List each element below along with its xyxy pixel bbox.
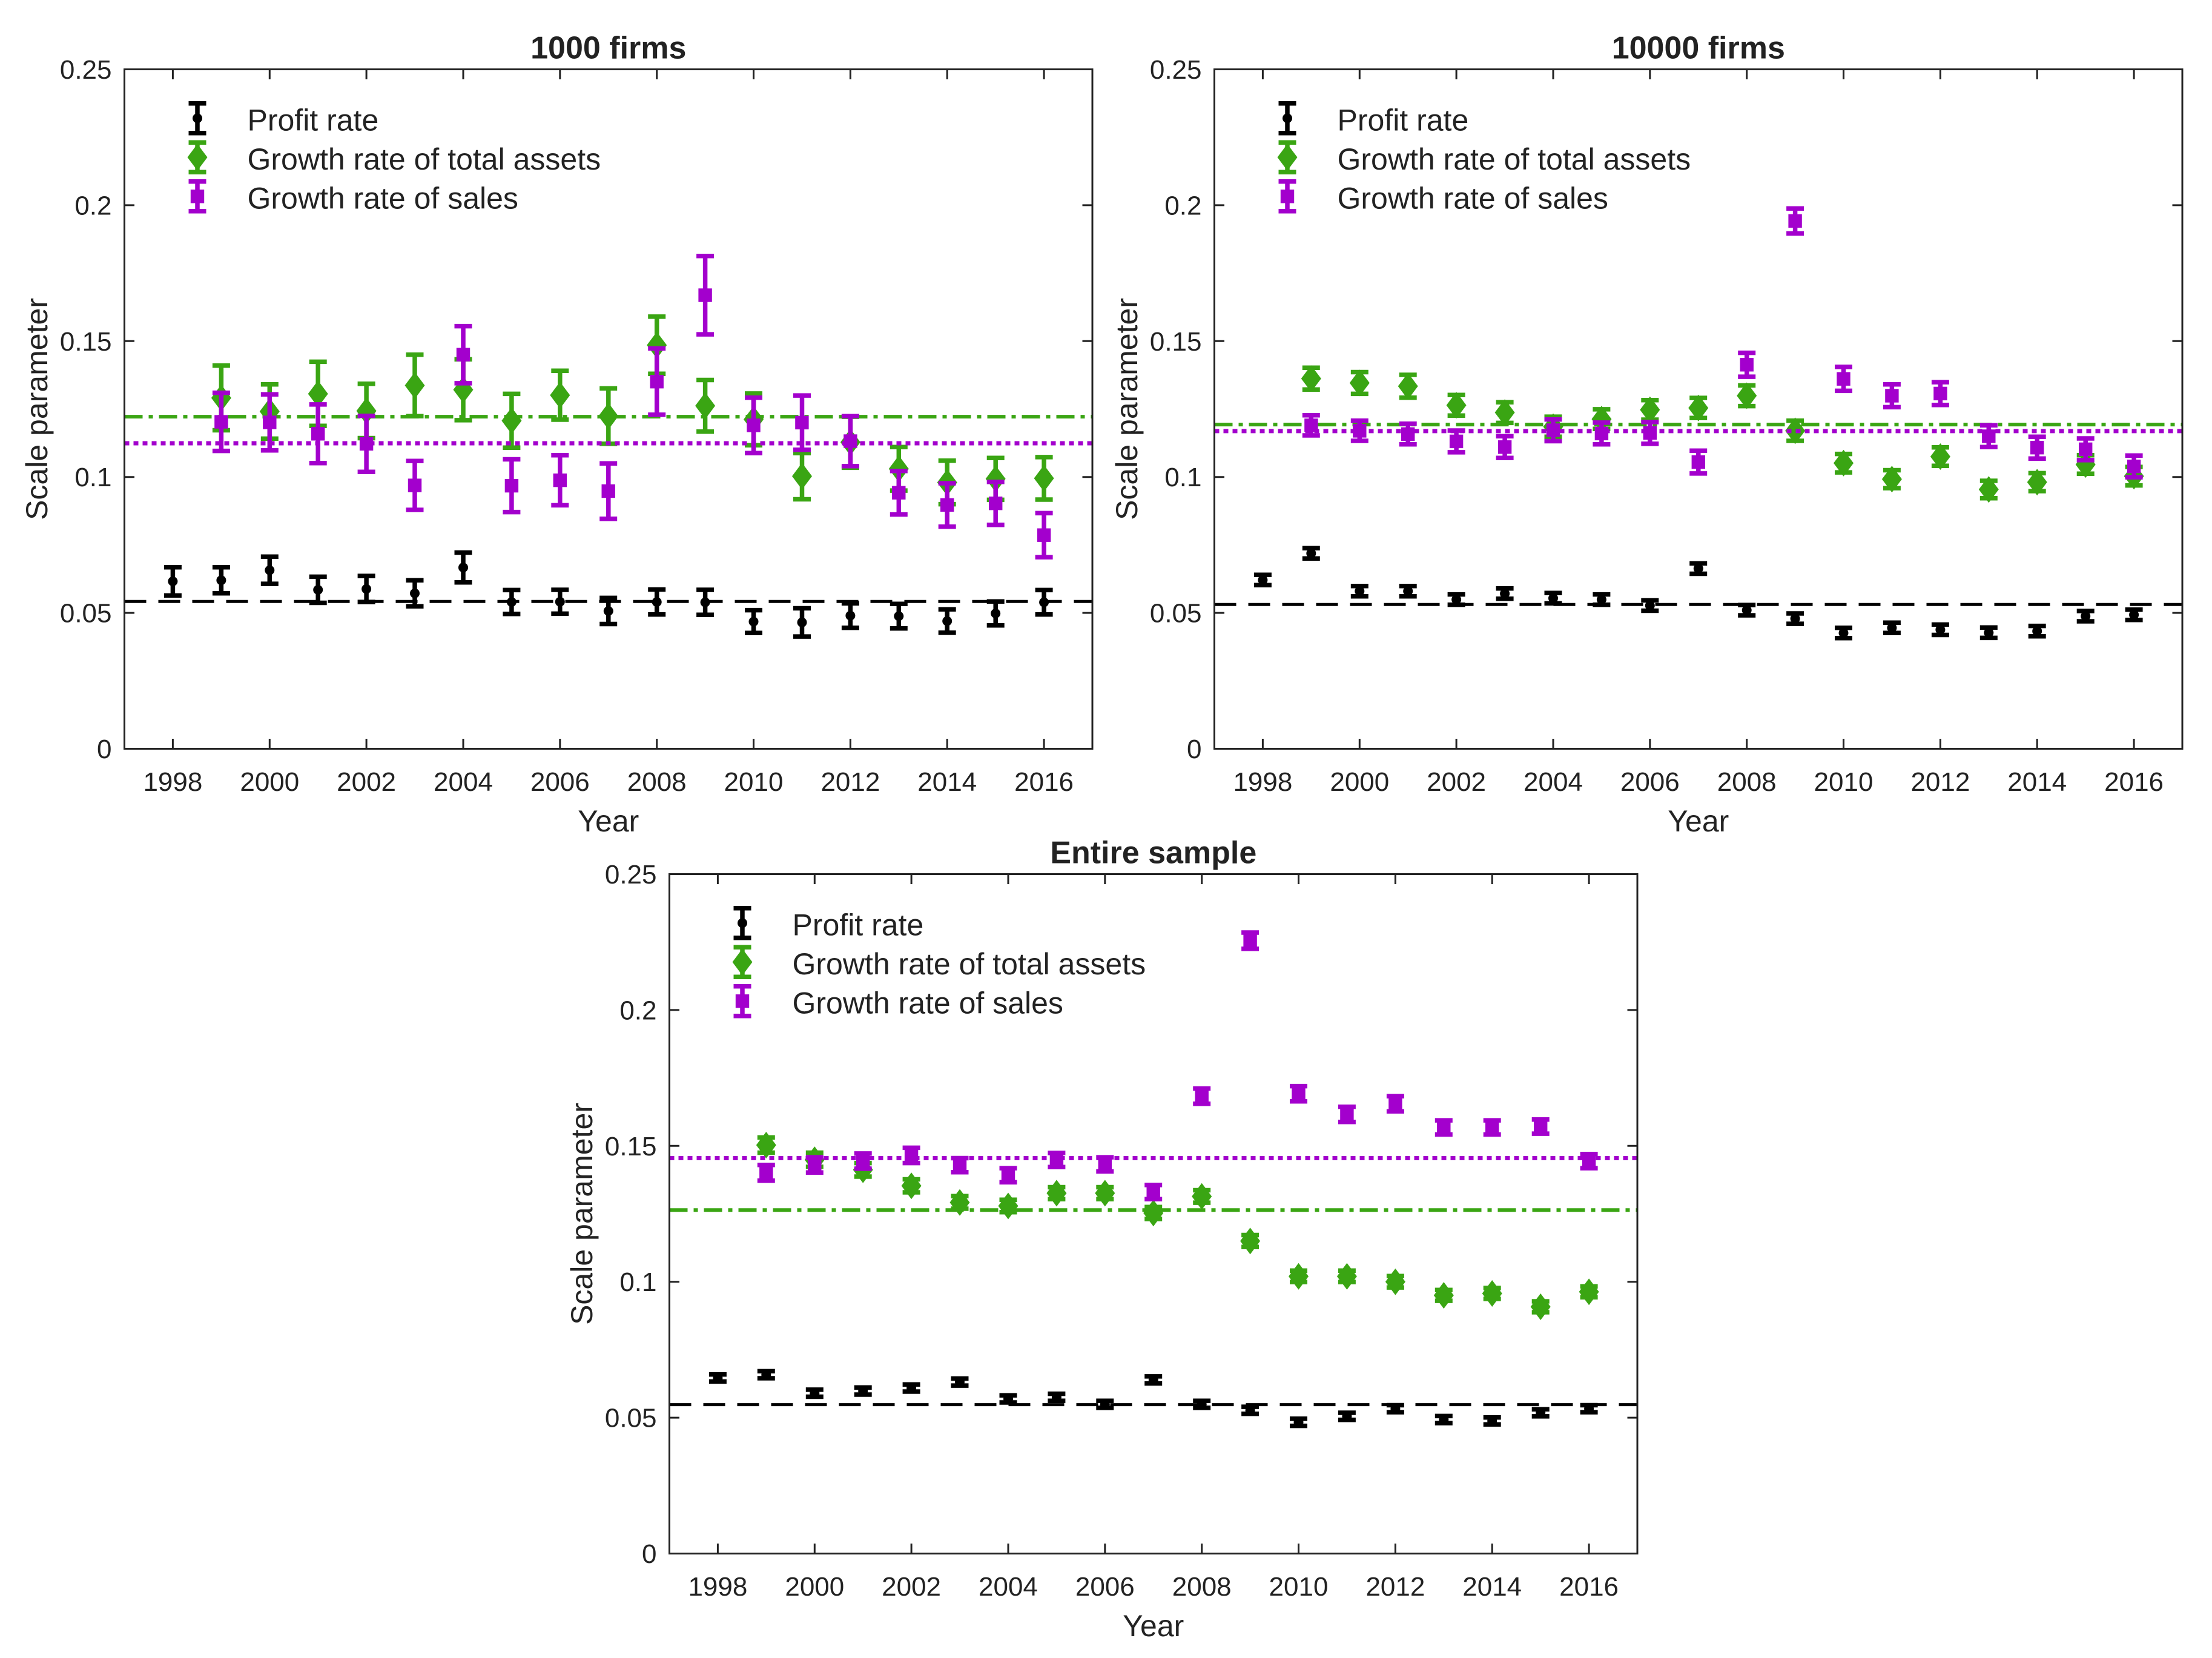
svg-text:Growth rate of total assets: Growth rate of total assets xyxy=(248,142,601,176)
svg-text:0.05: 0.05 xyxy=(1150,599,1202,629)
svg-text:2008: 2008 xyxy=(627,767,687,797)
svg-text:0.2: 0.2 xyxy=(74,191,111,220)
svg-text:0.25: 0.25 xyxy=(605,860,657,890)
svg-text:2000: 2000 xyxy=(240,767,299,797)
svg-text:2004: 2004 xyxy=(1524,767,1583,797)
svg-text:Growth rate of sales: Growth rate of sales xyxy=(248,181,518,215)
svg-text:2016: 2016 xyxy=(2104,767,2164,797)
svg-text:0.25: 0.25 xyxy=(1150,55,1202,85)
svg-text:Scale parameter: Scale parameter xyxy=(565,1103,599,1325)
svg-text:2008: 2008 xyxy=(1717,767,1777,797)
svg-text:2002: 2002 xyxy=(337,767,396,797)
svg-text:0.05: 0.05 xyxy=(60,599,112,629)
svg-text:Profit rate: Profit rate xyxy=(793,908,924,942)
svg-text:1998: 1998 xyxy=(143,767,202,797)
svg-text:2014: 2014 xyxy=(917,767,977,797)
svg-text:2012: 2012 xyxy=(1910,767,1970,797)
svg-text:Year: Year xyxy=(1668,804,1729,838)
svg-text:Growth rate of total assets: Growth rate of total assets xyxy=(1338,142,1691,176)
svg-text:0.2: 0.2 xyxy=(1164,191,1201,220)
svg-text:2010: 2010 xyxy=(1814,767,1874,797)
svg-text:1998: 1998 xyxy=(1233,767,1292,797)
svg-text:0: 0 xyxy=(97,735,111,764)
svg-text:0.1: 0.1 xyxy=(1164,463,1201,492)
svg-text:2012: 2012 xyxy=(1365,1572,1425,1602)
svg-text:0.15: 0.15 xyxy=(60,327,112,357)
svg-text:0.05: 0.05 xyxy=(605,1404,657,1433)
svg-text:2008: 2008 xyxy=(1172,1572,1232,1602)
svg-text:2006: 2006 xyxy=(1075,1572,1135,1602)
svg-text:1998: 1998 xyxy=(688,1572,747,1602)
svg-text:2004: 2004 xyxy=(434,767,493,797)
svg-text:Year: Year xyxy=(578,804,639,838)
svg-text:0.1: 0.1 xyxy=(619,1267,656,1297)
svg-text:0.25: 0.25 xyxy=(60,55,112,85)
svg-text:2004: 2004 xyxy=(979,1572,1038,1602)
svg-text:1000 firms: 1000 firms xyxy=(530,31,686,66)
svg-text:Entire sample: Entire sample xyxy=(1050,836,1256,871)
svg-text:10000 firms: 10000 firms xyxy=(1612,31,1785,66)
svg-text:2016: 2016 xyxy=(1014,767,1074,797)
svg-text:2006: 2006 xyxy=(530,767,590,797)
svg-text:2002: 2002 xyxy=(882,1572,941,1602)
svg-text:2006: 2006 xyxy=(1620,767,1680,797)
svg-text:2014: 2014 xyxy=(2007,767,2067,797)
svg-text:Profit rate: Profit rate xyxy=(248,103,379,137)
svg-text:0.2: 0.2 xyxy=(619,996,656,1025)
svg-text:2012: 2012 xyxy=(820,767,880,797)
svg-text:2016: 2016 xyxy=(1559,1572,1619,1602)
svg-text:Profit rate: Profit rate xyxy=(1338,103,1469,137)
svg-text:Scale parameter: Scale parameter xyxy=(1110,298,1144,520)
svg-text:Growth rate of sales: Growth rate of sales xyxy=(1338,181,1608,215)
svg-text:Growth rate of total assets: Growth rate of total assets xyxy=(793,947,1146,981)
svg-text:0.15: 0.15 xyxy=(1150,327,1202,357)
svg-text:2000: 2000 xyxy=(785,1572,844,1602)
svg-text:0.15: 0.15 xyxy=(605,1132,657,1161)
svg-text:0.1: 0.1 xyxy=(74,463,111,492)
svg-text:Year: Year xyxy=(1123,1609,1184,1643)
svg-text:0: 0 xyxy=(1187,735,1201,764)
svg-text:2002: 2002 xyxy=(1427,767,1486,797)
svg-text:0: 0 xyxy=(642,1539,656,1569)
svg-text:2010: 2010 xyxy=(1269,1572,1329,1602)
svg-text:Growth rate of sales: Growth rate of sales xyxy=(793,986,1063,1020)
svg-text:2010: 2010 xyxy=(724,767,784,797)
svg-text:2000: 2000 xyxy=(1330,767,1389,797)
svg-text:2014: 2014 xyxy=(1462,1572,1522,1602)
svg-text:Scale parameter: Scale parameter xyxy=(20,298,54,520)
